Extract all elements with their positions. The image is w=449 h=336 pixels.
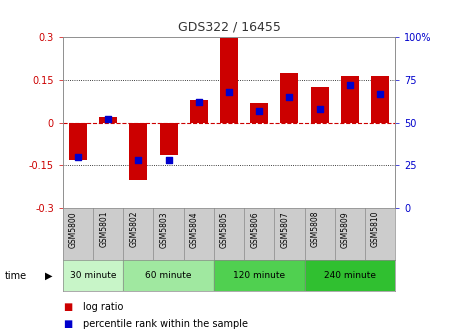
Text: GSM5809: GSM5809 xyxy=(341,211,350,248)
Text: GSM5810: GSM5810 xyxy=(371,211,380,247)
Bar xyxy=(63,260,123,291)
Point xyxy=(376,91,383,96)
Text: ▶: ▶ xyxy=(45,270,53,281)
Bar xyxy=(214,260,304,291)
Point xyxy=(105,117,112,122)
Point xyxy=(346,82,353,88)
Point xyxy=(255,108,263,113)
Text: GSM5806: GSM5806 xyxy=(250,211,259,248)
Text: time: time xyxy=(4,270,26,281)
Point xyxy=(286,94,293,99)
Text: ■: ■ xyxy=(63,302,72,312)
Point xyxy=(75,154,82,160)
Text: GSM5802: GSM5802 xyxy=(129,211,138,247)
Point xyxy=(316,106,323,112)
Text: GSM5803: GSM5803 xyxy=(159,211,168,248)
Text: 60 minute: 60 minute xyxy=(145,271,192,280)
Point xyxy=(195,99,202,105)
Point xyxy=(225,89,233,94)
Text: GSM5801: GSM5801 xyxy=(99,211,108,247)
Bar xyxy=(371,76,389,123)
Bar xyxy=(341,76,359,123)
Text: GSM5800: GSM5800 xyxy=(69,211,78,248)
Bar xyxy=(311,87,329,123)
Point xyxy=(135,158,142,163)
Text: ■: ■ xyxy=(63,319,72,329)
Text: GSM5804: GSM5804 xyxy=(190,211,199,248)
Text: GDS322 / 16455: GDS322 / 16455 xyxy=(177,20,281,34)
Text: GSM5805: GSM5805 xyxy=(220,211,229,248)
Text: percentile rank within the sample: percentile rank within the sample xyxy=(83,319,248,329)
Bar xyxy=(99,117,117,123)
Bar xyxy=(69,123,87,160)
Text: 120 minute: 120 minute xyxy=(233,271,285,280)
Text: GSM5807: GSM5807 xyxy=(281,211,290,248)
Text: 240 minute: 240 minute xyxy=(324,271,376,280)
Bar xyxy=(190,100,208,123)
Text: log ratio: log ratio xyxy=(83,302,123,312)
Bar xyxy=(129,123,147,180)
Text: 30 minute: 30 minute xyxy=(70,271,116,280)
Point xyxy=(165,158,172,163)
Text: GSM5808: GSM5808 xyxy=(311,211,320,247)
Bar xyxy=(280,73,299,123)
Bar xyxy=(123,260,214,291)
Bar xyxy=(250,103,268,123)
Bar xyxy=(159,123,178,156)
Bar xyxy=(220,38,238,123)
Bar xyxy=(304,260,395,291)
